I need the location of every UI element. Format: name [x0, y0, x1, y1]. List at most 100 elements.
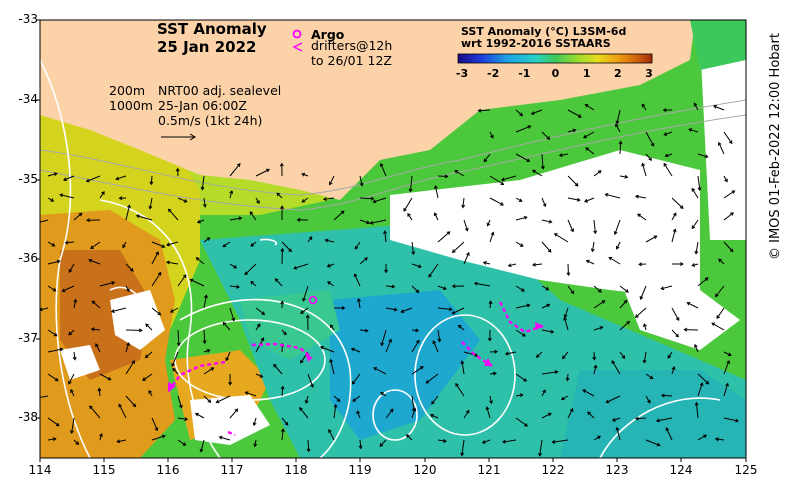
current-vector	[47, 373, 59, 382]
current-vectors	[40, 102, 739, 457]
current-vector-head	[259, 374, 264, 378]
current-vector-head	[218, 435, 223, 440]
current-vector	[250, 241, 257, 247]
current-vector-head	[195, 257, 200, 261]
current-vector	[65, 241, 75, 244]
current-vector	[177, 197, 187, 203]
current-vector-head	[324, 238, 329, 243]
current-vector-head	[341, 306, 346, 310]
current-vector-head	[639, 296, 644, 300]
current-vector-head	[288, 248, 292, 253]
current-vector-head	[51, 242, 56, 247]
current-vector-head	[280, 385, 285, 390]
current-vector	[663, 163, 673, 177]
current-vector-head	[306, 448, 311, 453]
current-vector-head	[161, 434, 166, 439]
current-vector	[616, 241, 621, 250]
current-vector-head	[650, 142, 655, 147]
current-vector-head	[625, 289, 629, 293]
current-vector	[665, 153, 673, 157]
current-vector-head	[572, 128, 577, 133]
current-vector	[483, 261, 491, 265]
current-vector	[253, 417, 257, 426]
current-vector-head	[477, 108, 482, 113]
current-vector-head	[691, 225, 696, 230]
current-vector-head	[494, 349, 499, 354]
current-vector	[197, 219, 205, 223]
current-vector	[562, 351, 569, 359]
current-vector-head	[52, 437, 57, 442]
current-vector-head	[167, 208, 172, 213]
current-vector	[73, 351, 76, 360]
current-vector-head	[40, 307, 43, 312]
current-vector-head	[642, 359, 647, 364]
current-vector	[694, 344, 699, 353]
current-vector-head	[483, 158, 488, 163]
current-vector	[99, 191, 105, 199]
current-vector	[616, 427, 621, 441]
current-vector-head	[366, 220, 371, 225]
current-vector-head	[432, 340, 437, 345]
current-vector	[125, 263, 134, 272]
current-vector	[307, 373, 314, 388]
current-vector	[71, 417, 75, 434]
current-vector	[203, 329, 206, 344]
drifters-legend-label: drifters@12h	[311, 38, 393, 53]
current-vector-head	[507, 263, 512, 268]
current-vector	[656, 417, 673, 422]
current-vector-head	[305, 314, 310, 319]
current-vector	[411, 241, 414, 255]
current-vector	[244, 263, 257, 275]
current-vector	[47, 348, 63, 353]
current-vector-head	[718, 258, 722, 263]
current-vector	[403, 197, 413, 212]
current-vector-head	[215, 399, 220, 404]
drifters-legend: drifters@12h to 26/01 12Z	[311, 38, 392, 68]
current-vector-head	[703, 434, 708, 439]
current-vector-head	[142, 377, 146, 381]
current-vector-head	[99, 433, 103, 437]
current-vector-head	[637, 213, 641, 218]
current-vector	[63, 175, 75, 181]
current-vector-head	[545, 286, 550, 291]
current-vector	[254, 439, 257, 447]
current-vector	[373, 367, 387, 375]
current-vector-head	[127, 204, 131, 209]
current-vector	[671, 197, 684, 209]
current-vector	[564, 317, 569, 331]
current-vector-head	[261, 311, 266, 316]
current-vector-head	[135, 214, 140, 219]
current-vector-head	[364, 257, 368, 261]
vector-scale-label: 0.5m/s (1kt 24h)	[158, 113, 263, 128]
current-vector-head	[457, 324, 462, 329]
current-vector-head	[353, 273, 358, 278]
current-vector	[487, 219, 491, 226]
current-vector	[68, 263, 75, 273]
current-vector	[462, 197, 465, 208]
current-vector-head	[354, 245, 359, 250]
current-vector	[452, 241, 465, 253]
current-vector	[486, 406, 491, 419]
current-vector-head	[417, 264, 422, 269]
current-vector-head	[393, 307, 398, 312]
current-vector	[437, 285, 447, 290]
current-vector	[716, 307, 725, 319]
current-vector-head	[231, 317, 236, 322]
current-vector-head	[504, 351, 509, 356]
current-vector-head	[615, 123, 619, 128]
current-vector	[515, 373, 527, 382]
current-vector	[619, 175, 628, 178]
current-vector-head	[250, 280, 255, 285]
current-vector-head	[75, 441, 80, 445]
current-vector	[411, 263, 422, 268]
current-vector	[47, 329, 58, 337]
current-vector-head	[490, 231, 495, 236]
current-vector	[688, 128, 699, 133]
current-vector	[723, 175, 728, 182]
x-tick-label: 124	[669, 463, 693, 477]
current-vector	[645, 235, 657, 243]
current-vector-head	[530, 111, 535, 115]
argo-legend-label: Argo	[311, 27, 345, 42]
current-vector-head	[52, 287, 57, 292]
argo-legend-icon	[292, 29, 302, 39]
